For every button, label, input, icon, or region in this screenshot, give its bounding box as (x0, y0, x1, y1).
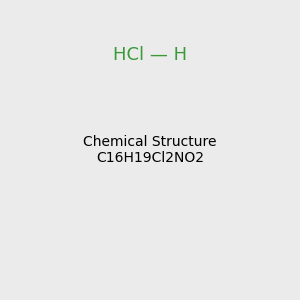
Text: Chemical Structure
C16H19Cl2NO2: Chemical Structure C16H19Cl2NO2 (83, 135, 217, 165)
Text: HCl — H: HCl — H (113, 46, 187, 64)
